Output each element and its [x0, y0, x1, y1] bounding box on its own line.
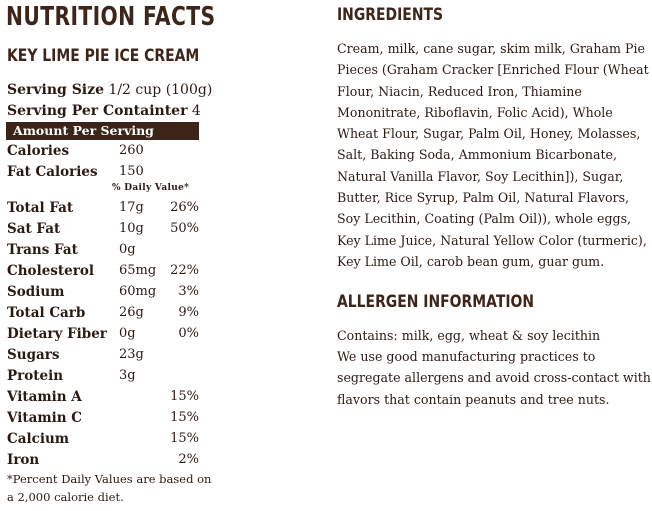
nutrient-daily-value: 15%	[170, 410, 199, 425]
nutrient-amount: 0g	[119, 326, 136, 341]
nutrition-row: Sat Fat 10g 50%	[7, 221, 199, 241]
nutrition-facts-title: NUTRITION FACTS	[6, 2, 216, 32]
nutrient-amount: 26g	[119, 305, 144, 320]
nutrient-daily-value: 22%	[170, 263, 199, 278]
serving-size-label: Serving Size	[7, 82, 104, 98]
nutrient-daily-value: 3%	[178, 284, 199, 299]
nutrient-label: Total Fat	[7, 200, 74, 216]
nutrient-amount: 260	[119, 143, 144, 158]
nutrition-row: Sugars 23g	[7, 347, 199, 367]
nutrition-row: Cholesterol 65mg 22%	[7, 263, 199, 283]
ingredients-heading: INGREDIENTS	[337, 5, 444, 25]
nutrient-amount: 0g	[119, 242, 136, 257]
servings-per-container-label: Serving Per Containter	[7, 103, 188, 119]
nutrient-label: Fat Calories	[7, 164, 98, 180]
ingredients-text: Cream, milk, cane sugar, skim milk, Grah…	[337, 41, 649, 269]
footnote: *Percent Daily Values are based on a 2,0…	[7, 472, 212, 504]
servings-per-container-value: 4	[191, 103, 201, 119]
nutrient-label: Sodium	[7, 284, 65, 300]
nutrient-label: Calcium	[7, 431, 70, 447]
nutrient-label: Dietary Fiber	[7, 326, 107, 342]
allergen-practices: We use good manufacturing practices to s…	[337, 349, 651, 407]
nutrient-amount: 3g	[119, 368, 136, 383]
nutrient-label: Protein	[7, 368, 64, 384]
nutrient-daily-value: 2%	[178, 452, 199, 467]
nutrition-row: Vitamin C 15%	[7, 410, 199, 430]
nutrient-amount: 150	[119, 164, 144, 179]
nutrient-amount: 10g	[119, 221, 144, 236]
nutrient-label: Sugars	[7, 347, 60, 363]
nutrient-amount: 60mg	[119, 284, 157, 299]
amount-per-serving-label: Amount Per Serving	[13, 123, 154, 138]
nutrition-row: Protein 3g	[7, 368, 199, 388]
serving-size: Serving Size 1/2 cup (100g)	[7, 82, 212, 98]
nutrient-daily-value: 9%	[178, 305, 199, 320]
nutrient-daily-value: 26%	[170, 200, 199, 215]
nutrition-row: Total Fat 17g 26%	[7, 200, 199, 220]
nutrient-amount: 17g	[119, 200, 144, 215]
nutrient-daily-value: 15%	[170, 389, 199, 404]
nutrient-amount: 23g	[119, 347, 144, 362]
nutrient-label: Iron	[7, 452, 40, 468]
nutrition-row: Dietary Fiber 0g 0%	[7, 326, 199, 346]
servings-per-container: Serving Per Containter 4	[7, 103, 201, 119]
nutrient-label: Trans Fat	[7, 242, 78, 258]
nutrient-label: Calories	[7, 143, 70, 159]
nutrient-label: Sat Fat	[7, 221, 61, 237]
nutrient-label: Vitamin C	[7, 410, 83, 426]
product-name: KEY LIME PIE ICE CREAM	[7, 46, 200, 66]
nutrient-label: Total Carb	[7, 305, 86, 321]
nutrient-label: Vitamin A	[7, 389, 82, 405]
amount-per-serving-bar: Amount Per Serving	[6, 122, 199, 140]
nutrition-row: Fat Calories 150	[7, 164, 199, 184]
allergen-contains: Contains: milk, egg, wheat & soy lecithi…	[337, 328, 601, 343]
nutrition-row: Calories 260	[7, 143, 199, 163]
nutrient-amount: 65mg	[119, 263, 157, 278]
nutrition-row: Vitamin A 15%	[7, 389, 199, 409]
nutrient-daily-value: 15%	[170, 431, 199, 446]
nutrient-daily-value: 0%	[178, 326, 199, 341]
nutrition-row: Sodium 60mg 3%	[7, 284, 199, 304]
nutrition-row: Trans Fat 0g	[7, 242, 199, 262]
nutrient-daily-value: 50%	[170, 221, 199, 236]
nutrient-label: Cholesterol	[7, 263, 94, 279]
daily-value-header: % Daily Value*	[112, 183, 190, 193]
nutrition-row: Calcium 15%	[7, 431, 199, 451]
allergen-heading: ALLERGEN INFORMATION	[337, 292, 535, 312]
nutrition-row: Iron 2%	[7, 452, 199, 472]
nutrition-row: Total Carb 26g 9%	[7, 305, 199, 325]
serving-size-value: 1/2 cup (100g)	[108, 82, 213, 98]
